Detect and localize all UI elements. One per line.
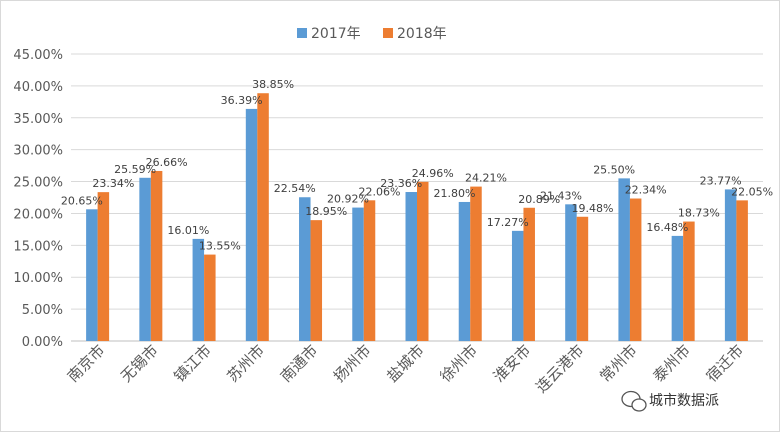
data-label: 22.34% — [625, 184, 667, 197]
bar-2017 — [86, 209, 98, 341]
data-label: 16.48% — [646, 221, 688, 234]
y-axis-ticks: 0.00% 5.00% 10.00% 15.00% 20.00% 25.00% 30.00%… — [13, 48, 63, 350]
data-label: 24.21% — [465, 172, 507, 185]
data-label: 16.01% — [167, 224, 209, 237]
bar-2018 — [683, 221, 695, 341]
data-label: 24.96% — [412, 167, 454, 180]
bar-2017 — [352, 207, 364, 341]
data-label: 23.77% — [700, 174, 742, 187]
category-label: 连云港市 — [532, 341, 587, 396]
legend-label: 2018年 — [397, 26, 447, 42]
y-tick-label: 15.00% — [13, 239, 63, 254]
bar-2017 — [618, 178, 630, 341]
y-tick-label: 20.00% — [13, 207, 63, 222]
watermark: 城市数据派 — [621, 390, 719, 412]
y-tick-label: 45.00% — [13, 48, 63, 63]
y-tick-label: 0.00% — [22, 335, 63, 350]
bar-2017 — [299, 197, 311, 341]
bar-2017 — [671, 235, 684, 341]
data-label: 13.55% — [199, 240, 241, 253]
data-label: 22.05% — [731, 185, 773, 198]
bar-2017 — [245, 108, 258, 342]
y-tick-label: 30.00% — [13, 144, 63, 159]
category-label: 南京市 — [64, 341, 109, 386]
data-label: 17.27% — [487, 216, 529, 229]
category-label: 苏州市 — [224, 341, 269, 386]
category-label: 扬州市 — [330, 341, 375, 386]
bar-2017 — [565, 204, 577, 341]
data-label: 23.36% — [380, 177, 422, 190]
bar-2018 — [310, 220, 323, 341]
data-labels: 20.65% 23.34%25.59%26.66% 16.01% 13.55% 36.3… — [61, 78, 773, 252]
legend-swatch — [383, 28, 393, 38]
category-label: 常州市 — [596, 341, 641, 386]
bar-2018 — [523, 207, 535, 341]
data-label: 25.50% — [593, 163, 635, 176]
data-label: 20.92% — [327, 193, 369, 206]
data-label: 23.34% — [92, 177, 134, 190]
bar-2018 — [470, 186, 482, 341]
bars — [86, 93, 748, 342]
data-label: 21.43% — [540, 189, 582, 202]
y-tick-label: 5.00% — [22, 303, 63, 318]
bar-2018 — [736, 200, 748, 341]
bar-2017 — [511, 230, 524, 341]
data-label: 22.54% — [274, 182, 316, 195]
legend-swatch — [297, 28, 307, 38]
bar-2018 — [576, 216, 589, 341]
bar-2018 — [97, 192, 110, 341]
wechat-icon — [621, 390, 647, 412]
data-label: 25.59% — [114, 163, 156, 176]
legend-label: 2017年 — [311, 26, 361, 42]
data-label: 38.85% — [252, 78, 294, 91]
bar-2018 — [150, 170, 163, 341]
category-label: 宿迁市 — [703, 341, 748, 386]
category-label: 淮安市 — [490, 341, 535, 386]
bar-2017 — [405, 192, 417, 341]
watermark-text: 城市数据派 — [649, 392, 719, 409]
data-label: 18.95% — [305, 205, 347, 218]
data-label: 20.65% — [61, 194, 103, 207]
y-tick-label: 10.00% — [13, 271, 63, 286]
data-label: 20.89% — [518, 193, 560, 206]
legend: 2017年 2018年 — [297, 26, 447, 42]
category-label: 无锡市 — [117, 341, 162, 386]
data-label: 21.80% — [434, 187, 476, 200]
data-label: 26.66% — [146, 156, 188, 169]
category-label: 泰州市 — [649, 341, 694, 386]
y-tick-label: 40.00% — [13, 80, 63, 95]
data-label: 22.06% — [359, 185, 401, 198]
bar-2018 — [417, 181, 429, 341]
bar-2018 — [629, 198, 642, 341]
y-tick-label: 25.00% — [13, 176, 63, 191]
bar-2018 — [363, 200, 376, 341]
bar-2018 — [204, 254, 216, 341]
category-label: 镇江市 — [170, 341, 215, 386]
bar-2018 — [257, 93, 269, 342]
data-label: 19.48% — [571, 202, 613, 215]
category-label: 南通市 — [277, 341, 322, 386]
bar-2017 — [724, 189, 737, 341]
bar-2017 — [192, 238, 205, 341]
y-tick-label: 35.00% — [13, 112, 63, 127]
data-label: 18.73% — [678, 207, 720, 220]
data-label: 36.39% — [221, 94, 263, 107]
category-label: 盐城市 — [383, 341, 428, 386]
bar-2017 — [458, 201, 471, 341]
bar-2017 — [139, 177, 151, 341]
category-label: 徐州市 — [437, 341, 482, 386]
